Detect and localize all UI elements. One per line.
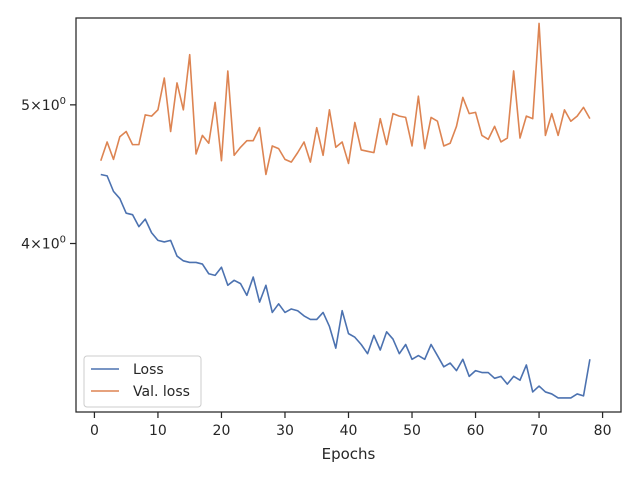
x-tick-label: 20 [213,423,231,439]
legend: Loss Val. loss [83,355,202,408]
x-tick-label: 40 [340,423,358,439]
series-line-loss [100,173,591,399]
x-tick-label: 60 [467,423,485,439]
x-axis-label: Epochs [322,445,376,463]
x-tick-label: 10 [149,423,167,439]
series-layer [100,22,591,399]
plot-area [76,18,621,412]
legend-label-val-loss: Val. loss [133,384,190,400]
y-tick-label: 4×100 [21,235,66,253]
y-axis: 4×100 5×100 [21,96,76,253]
x-axis: 0 10 20 30 40 50 60 70 80 [90,412,612,439]
x-tick-label: 70 [530,423,548,439]
series-line-val-loss [100,22,591,176]
x-tick-label: 80 [594,423,612,439]
legend-label-loss: Loss [133,362,164,378]
x-tick-label: 0 [90,423,99,439]
x-tick-label: 30 [276,423,294,439]
x-tick-label: 50 [403,423,421,439]
y-tick-label: 5×100 [21,96,66,114]
